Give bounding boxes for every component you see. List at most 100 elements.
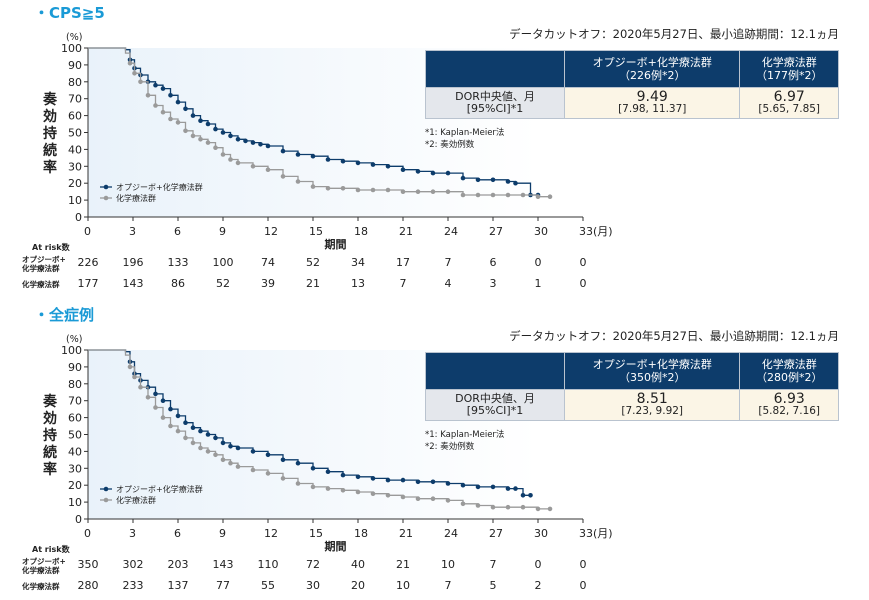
at-risk-value: 40: [351, 558, 365, 571]
at-risk-value: 4: [445, 277, 452, 290]
legend-marker: [103, 497, 109, 503]
km-censor-mark: [385, 477, 391, 483]
y-tick-label: 10: [68, 194, 82, 207]
table-header-nivo: オプジーボ+化学療法群 （350例*2）: [563, 352, 741, 390]
km-censor-mark: [385, 164, 391, 169]
km-censor-mark: [355, 160, 361, 166]
y-tick-label: 30: [68, 462, 82, 475]
km-censor-mark: [198, 428, 203, 434]
km-censor-mark: [400, 167, 406, 172]
at-risk-chemo-label: 化学療法群: [22, 581, 60, 591]
km-censor-mark: [145, 93, 151, 98]
km-censor-mark: [475, 503, 481, 508]
y-axis-title-char: 持: [43, 427, 57, 444]
y-tick-label: 70: [68, 93, 82, 106]
km-censor-mark: [265, 167, 271, 172]
at-risk-value: 177: [78, 277, 99, 290]
km-censor-mark: [190, 440, 196, 446]
at-risk-value: 0: [580, 558, 587, 571]
km-censor-mark: [325, 157, 331, 162]
x-tick-label: 33(月): [579, 225, 613, 238]
at-risk-nivo-label: 化学療法群: [22, 565, 60, 575]
km-censor-mark: [153, 405, 158, 410]
x-tick-label: 27: [489, 225, 503, 238]
km-censor-mark: [325, 486, 331, 491]
km-censor-mark: [220, 457, 226, 463]
km-censor-mark: [183, 420, 188, 425]
km-censor-mark: [235, 137, 241, 142]
x-tick-label: 21: [399, 225, 413, 238]
km-censor-mark: [445, 481, 451, 486]
at-risk-value: 0: [580, 579, 587, 592]
y-tick-label: 0: [75, 211, 82, 224]
table-row-label: DOR中央値、月 [95%CI]*1: [425, 389, 565, 421]
y-axis-title-char: 続: [43, 142, 57, 159]
footnote-1: *1: Kaplan-Meier法: [425, 128, 505, 138]
at-risk-value: 7: [445, 579, 452, 592]
at-risk-value: 52: [216, 277, 230, 290]
km-censor-mark: [505, 504, 511, 510]
km-censor-mark: [475, 484, 481, 490]
y-tick-label: 20: [68, 479, 82, 492]
y-tick-label: 20: [68, 177, 82, 190]
table-corner: [425, 50, 565, 88]
km-censor-mark: [175, 413, 181, 419]
at-risk-value: 203: [168, 558, 189, 571]
km-censor-mark: [505, 192, 511, 198]
at-risk-value: 226: [78, 256, 99, 269]
km-censor-mark: [490, 484, 496, 490]
x-tick-label: 27: [489, 527, 503, 540]
y-tick-label: 40: [68, 143, 82, 156]
km-censor-mark: [145, 395, 151, 400]
x-tick-label: 15: [309, 225, 323, 238]
km-censor-mark: [198, 137, 203, 142]
table-header-chemo: 化学療法群 （280例*2）: [739, 352, 839, 390]
at-risk-value: 7: [400, 277, 407, 290]
x-tick-label: 24: [444, 527, 458, 540]
km-censor-mark: [385, 187, 391, 193]
km-censor-mark: [547, 194, 553, 199]
km-censor-mark: [520, 504, 526, 510]
at-risk-value: 100: [213, 256, 234, 269]
table-row-label: DOR中央値、月 [95%CI]*1: [425, 87, 565, 119]
at-risk-value: 110: [258, 558, 279, 571]
km-censor-mark: [213, 126, 218, 132]
legend-label: 化学療法群: [116, 495, 156, 505]
at-risk-value: 0: [580, 277, 587, 290]
x-tick-label: 12: [264, 527, 278, 540]
km-censor-mark: [528, 493, 533, 498]
km-censor-mark: [168, 406, 173, 412]
km-censor-mark: [370, 187, 376, 193]
km-censor-mark: [250, 467, 256, 473]
at-risk-value: 1: [535, 277, 542, 290]
y-tick-label: 80: [68, 378, 82, 391]
x-tick-label: 21: [399, 527, 413, 540]
km-censor-mark: [475, 177, 481, 183]
km-censor-mark: [280, 476, 286, 481]
km-censor-mark: [138, 384, 143, 390]
at-risk-value: 2: [535, 579, 542, 592]
km-censor-mark: [295, 152, 301, 157]
y-unit-label: (%): [66, 334, 82, 345]
y-tick-label: 80: [68, 76, 82, 89]
y-tick-label: 50: [68, 429, 82, 442]
at-risk-value: 133: [168, 256, 189, 269]
km-censor-mark: [430, 496, 436, 501]
km-censor-mark: [220, 440, 226, 446]
km-censor-mark: [295, 460, 301, 466]
y-tick-label: 40: [68, 445, 82, 458]
km-censor-mark: [213, 435, 218, 441]
km-censor-mark: [153, 82, 158, 88]
km-censor-mark: [205, 449, 211, 454]
at-risk-value: 21: [306, 277, 320, 290]
km-censor-mark: [415, 189, 421, 194]
km-censor-mark: [295, 481, 301, 486]
km-censor-mark: [198, 445, 203, 451]
km-censor-mark: [475, 192, 481, 198]
km-censor-mark: [168, 116, 173, 122]
at-risk-value: 20: [351, 579, 365, 592]
y-axis-title-char: 効: [43, 410, 57, 427]
km-censor-mark: [265, 452, 271, 458]
km-censor-mark: [355, 474, 361, 480]
x-tick-label: 18: [354, 225, 368, 238]
